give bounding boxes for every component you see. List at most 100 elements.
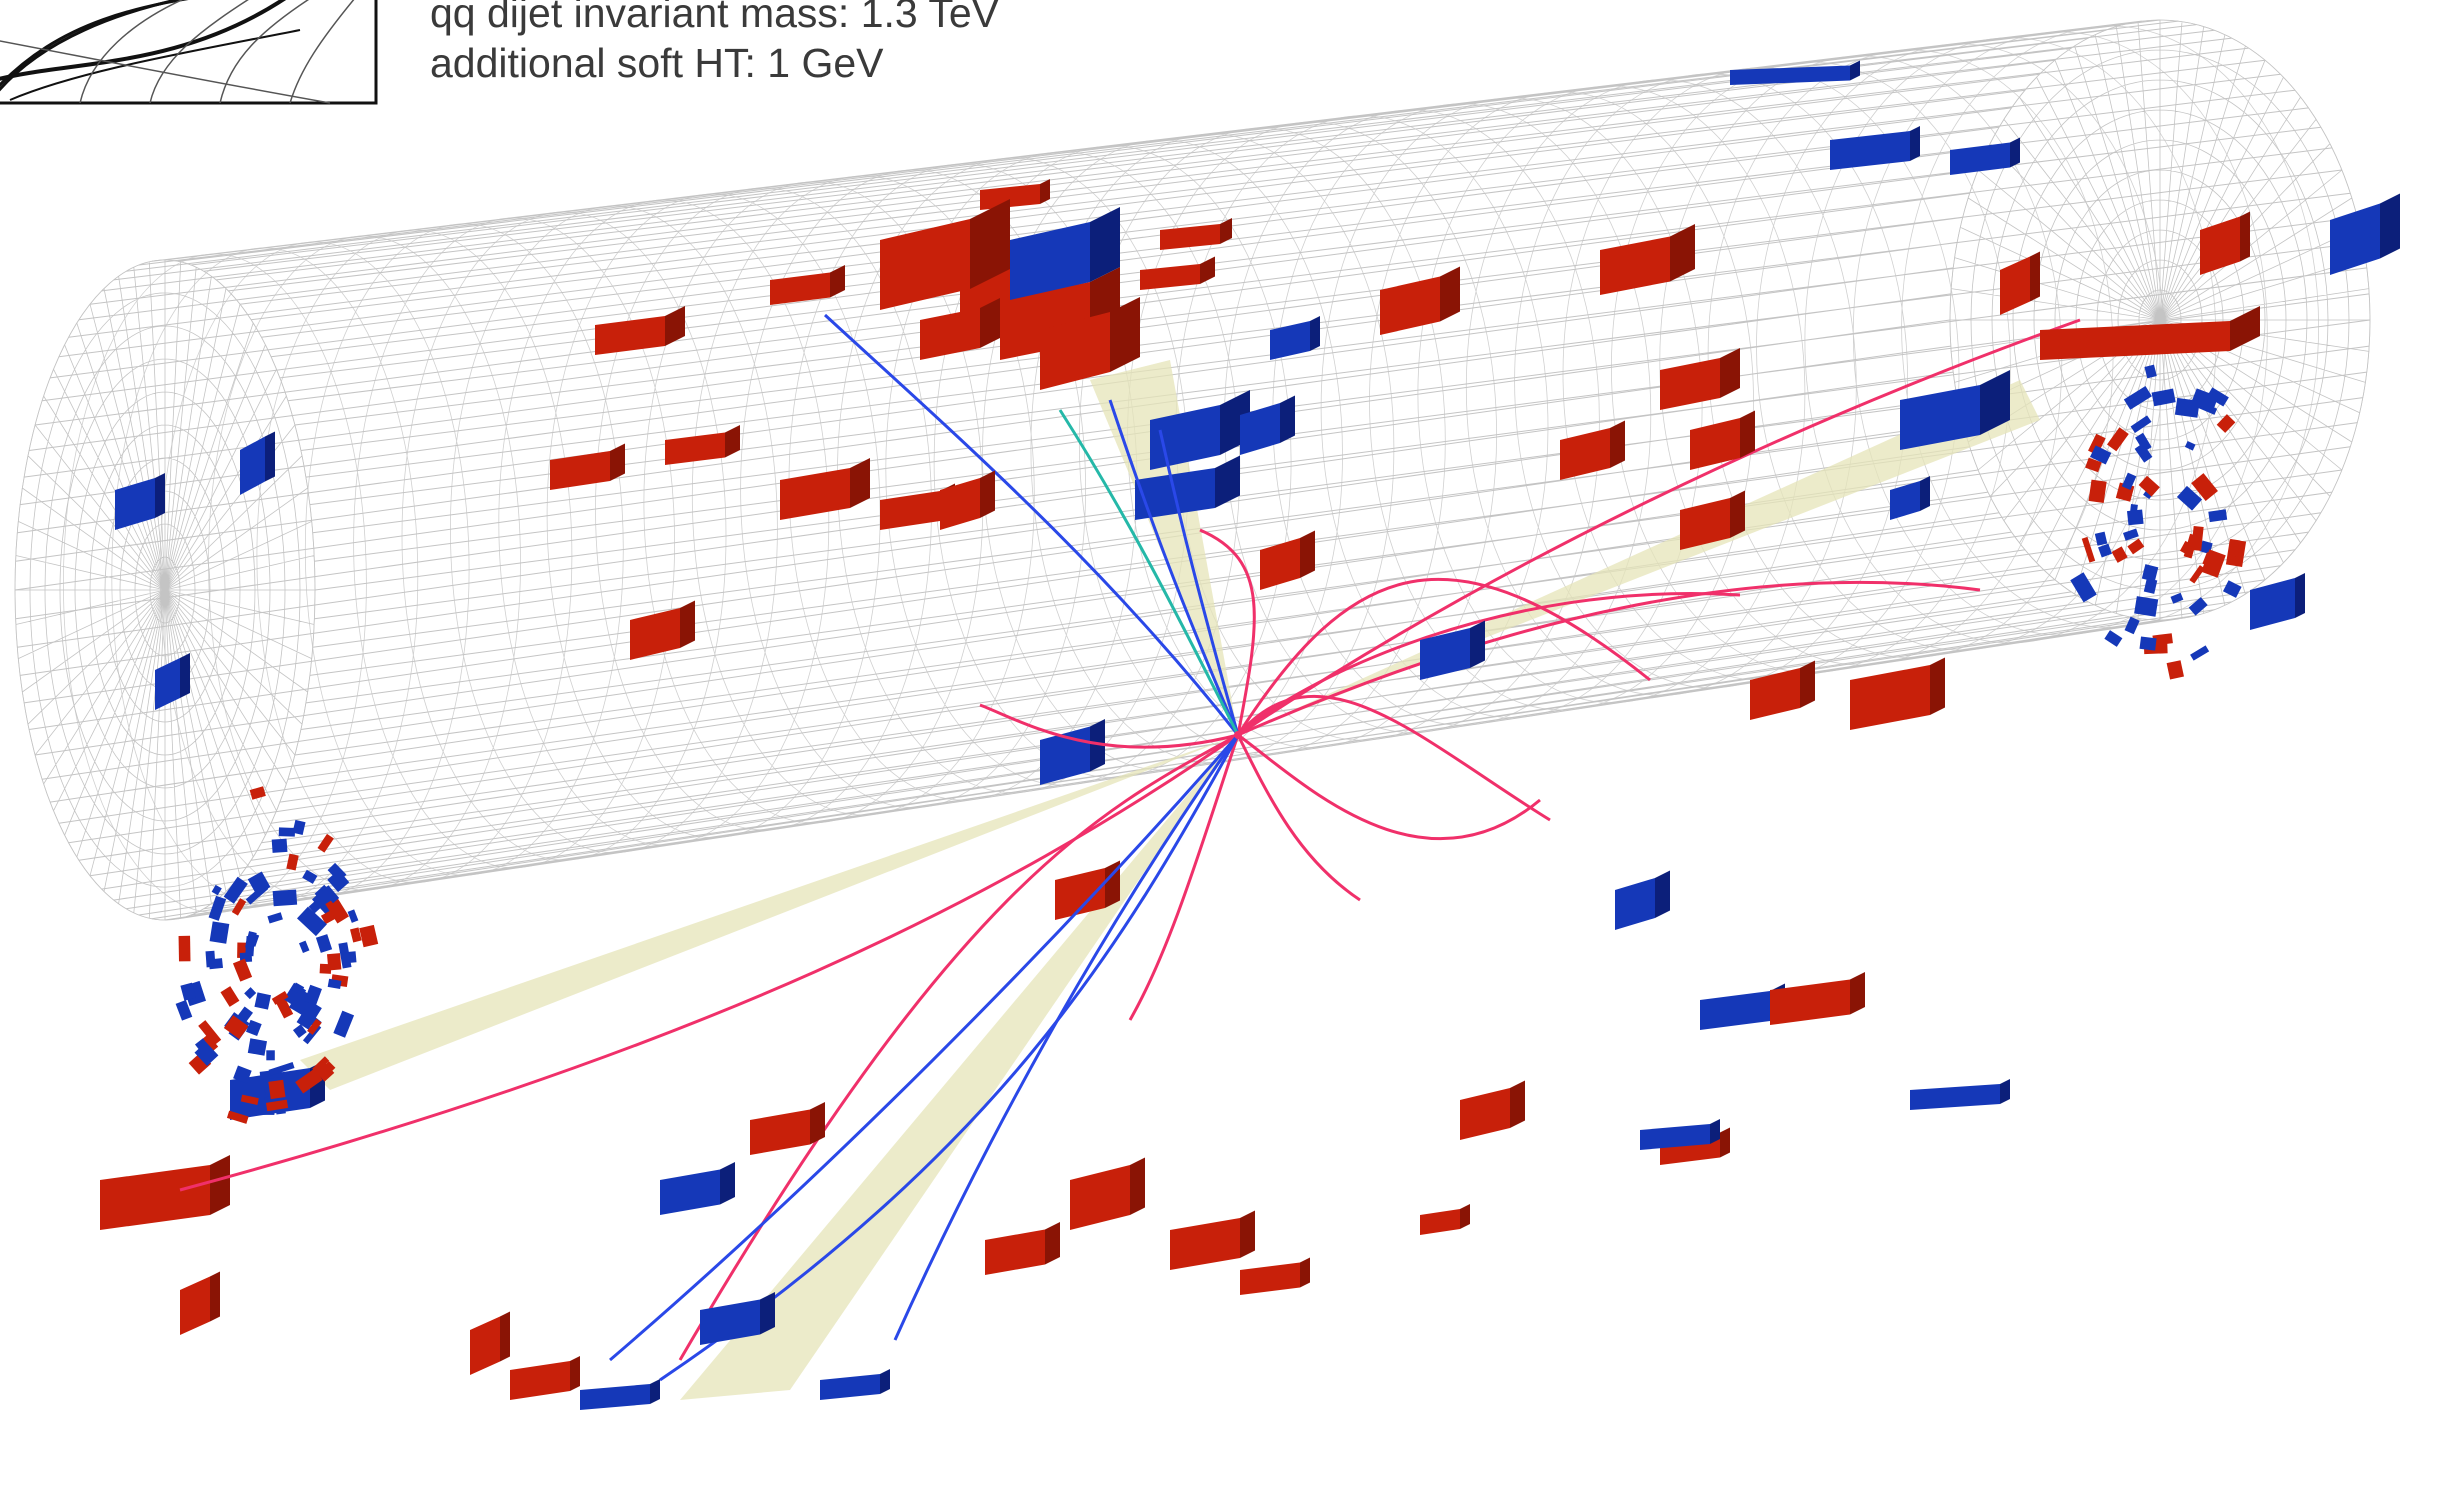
- track-jet: [1108, 399, 1240, 736]
- energy-tower-side: [1800, 660, 1815, 708]
- endcap-tower: [2216, 414, 2236, 433]
- energy-tower: [580, 1384, 650, 1410]
- energy-tower: [240, 436, 265, 495]
- energy-tower: [2200, 216, 2240, 275]
- energy-tower: [595, 316, 665, 355]
- jet-cone: [300, 735, 1238, 1090]
- endcap-tower: [333, 1010, 355, 1038]
- energy-tower: [1750, 668, 1800, 720]
- endcap-tower: [320, 910, 336, 925]
- endcap-tower: [233, 1065, 252, 1084]
- energy-tower: [920, 308, 980, 360]
- endcap-tower: [2134, 596, 2159, 617]
- energy-tower-side: [1850, 60, 1860, 81]
- energy-tower: [1260, 538, 1300, 590]
- track-charged: [1237, 318, 2081, 737]
- endcap-tower: [245, 883, 269, 905]
- energy-tower: [1150, 405, 1220, 470]
- energy-tower: [750, 1109, 810, 1155]
- energy-tower: [1950, 142, 2010, 175]
- energy-tower: [665, 432, 725, 465]
- endcap-tower: [267, 912, 283, 924]
- endcap-tower: [338, 942, 352, 969]
- energy-tower-side: [2230, 306, 2260, 351]
- energy-tower: [1010, 222, 1090, 300]
- endcap-tower: [2151, 388, 2176, 407]
- endcap-tower: [246, 1019, 262, 1037]
- endcap-tower: [2202, 552, 2214, 567]
- track-charged: [1237, 733, 1541, 841]
- energy-tower: [1270, 321, 1310, 360]
- endcap-tower: [2127, 538, 2145, 555]
- energy-tower-side: [980, 470, 995, 518]
- endcap-tower: [2143, 578, 2158, 594]
- endcap-tower: [2176, 485, 2203, 511]
- energy-tower-side: [1460, 1204, 1470, 1229]
- energy-tower-side: [500, 1311, 510, 1362]
- energy-tower: [1730, 65, 1850, 85]
- endcap-tower: [2190, 645, 2210, 661]
- energy-tower-side: [1710, 1119, 1720, 1144]
- energy-tower-side: [1215, 455, 1240, 508]
- energy-tower-side: [1720, 1127, 1730, 1158]
- energy-tower: [1070, 1165, 1130, 1230]
- endcap-tower: [271, 991, 289, 1005]
- track-jet: [1158, 429, 1240, 736]
- energy-tower-side: [1310, 316, 1320, 351]
- endcap-tower: [286, 853, 299, 871]
- endcap-tower: [2123, 385, 2152, 410]
- endcap-tower: [2141, 564, 2159, 582]
- endcap-tower: [312, 1059, 335, 1082]
- energy-tower: [1380, 276, 1440, 335]
- energy-tower-side: [1930, 657, 1945, 715]
- endcap-tower: [2144, 364, 2157, 379]
- energy-tower: [510, 1361, 570, 1400]
- energy-tower: [1460, 1088, 1510, 1140]
- endcap-tower: [2135, 432, 2152, 452]
- energy-tower: [2000, 256, 2030, 315]
- energy-tower-side: [2030, 251, 2040, 302]
- energy-tower-side: [570, 1356, 580, 1391]
- endcap-tower: [327, 869, 350, 893]
- energy-tower-side: [1510, 1080, 1525, 1128]
- endcap-tower: [2088, 433, 2106, 456]
- endcap-tower: [268, 1062, 295, 1076]
- energy-tower-side: [1105, 860, 1120, 908]
- energy-tower: [470, 1316, 500, 1375]
- energy-tower-side: [2380, 193, 2400, 259]
- endcap-tower: [327, 978, 342, 990]
- endcap-tower: [2184, 441, 2196, 451]
- energy-tower: [1690, 418, 1740, 470]
- endcap-tower: [2094, 531, 2108, 546]
- endcap-tower: [2124, 616, 2140, 635]
- track-charged: [1236, 734, 1361, 902]
- endcap-tower: [226, 1110, 249, 1124]
- energy-tower: [1560, 428, 1610, 480]
- endcap-tower: [2085, 457, 2102, 473]
- energy-tower-side: [1850, 972, 1865, 1015]
- energy-tower-side: [1220, 218, 1232, 244]
- energy-tower: [2040, 321, 2230, 360]
- energy-tower: [1140, 264, 1200, 290]
- energy-tower: [1170, 1218, 1240, 1270]
- energy-tower-side: [1740, 410, 1755, 458]
- energy-tower: [550, 451, 610, 490]
- endcap-tower: [2183, 533, 2198, 559]
- energy-tower: [1160, 224, 1220, 250]
- detector-tracks-logo: [0, 0, 378, 105]
- energy-tower: [630, 608, 680, 660]
- energy-towers-front: [115, 137, 2260, 1410]
- endcap-tower: [359, 924, 379, 948]
- energy-tower: [100, 1165, 210, 1230]
- endcap-tower: [2122, 528, 2139, 541]
- endcap-tower: [198, 1020, 222, 1046]
- endcap-tower: [266, 1050, 275, 1061]
- soft-ht-label: additional soft HT: 1 GeV: [430, 40, 884, 86]
- endcap-tower: [211, 884, 222, 896]
- endcap-tower: [208, 895, 227, 921]
- endcap-tower: [276, 998, 294, 1019]
- energy-tower-side: [1440, 266, 1460, 322]
- energy-tower: [1680, 498, 1730, 550]
